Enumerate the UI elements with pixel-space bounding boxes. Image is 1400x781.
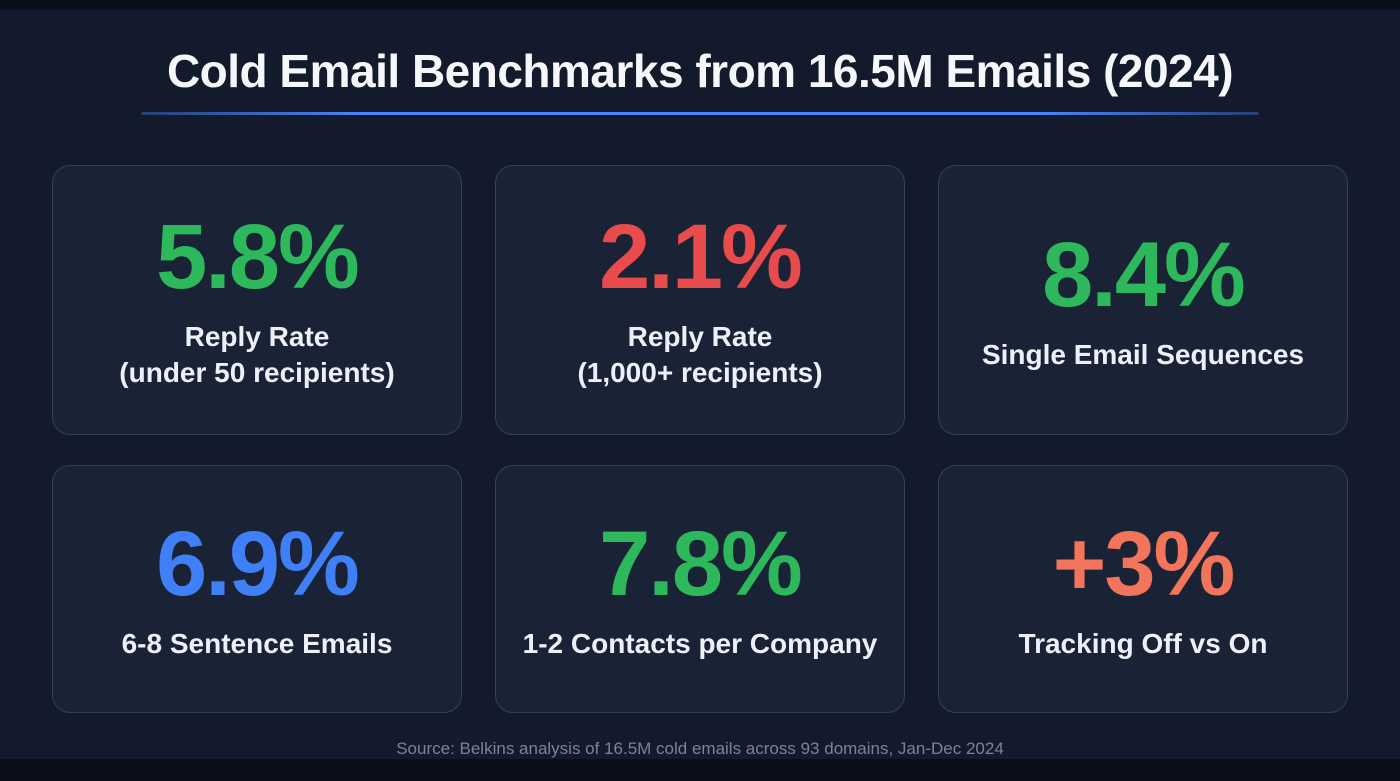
header: Cold Email Benchmarks from 16.5M Emails … xyxy=(0,44,1400,116)
stat-card-contacts-per-company: 7.8% 1-2 Contacts per Company xyxy=(495,465,905,714)
stats-grid: 5.8% Reply Rate (under 50 recipients) 2.… xyxy=(0,165,1400,714)
stat-label: Reply Rate (under 50 recipients) xyxy=(119,319,394,392)
source-note: Source: Belkins analysis of 16.5M cold e… xyxy=(396,739,1004,759)
stat-card-6-8-sentence-emails: 6.9% 6-8 Sentence Emails xyxy=(52,465,462,714)
stat-label: 1-2 Contacts per Company xyxy=(523,626,878,662)
stat-label: Single Email Sequences xyxy=(982,337,1304,373)
top-edge-strip xyxy=(0,0,1400,10)
stat-value: 8.4% xyxy=(1042,223,1246,326)
stat-label-line2: (under 50 recipients) xyxy=(119,357,395,389)
stat-card-reply-rate-1000-plus: 2.1% Reply Rate (1,000+ recipients) xyxy=(495,165,905,436)
stat-label-line1: Single Email Sequences xyxy=(981,339,1305,371)
stat-value: 7.8% xyxy=(599,512,803,615)
bottom-edge-strip xyxy=(0,759,1400,781)
stat-card-tracking-off-vs-on: +3% Tracking Off vs On xyxy=(938,465,1348,714)
title-underline xyxy=(141,112,1259,116)
stat-label-line1: Reply Rate xyxy=(184,321,330,353)
stat-label-line1: 6-8 Sentence Emails xyxy=(121,628,393,660)
stat-card-single-email-sequences: 8.4% Single Email Sequences xyxy=(938,165,1348,436)
stat-value: 6.9% xyxy=(156,512,360,615)
stat-label: Reply Rate (1,000+ recipients) xyxy=(577,319,822,392)
stat-label: 6-8 Sentence Emails xyxy=(122,626,393,662)
stat-label-line1: Reply Rate xyxy=(627,321,773,353)
stat-label-line1: 1-2 Contacts per Company xyxy=(522,628,878,660)
stat-value: 2.1% xyxy=(599,205,803,308)
stat-label-line1: Tracking Off vs On xyxy=(1018,628,1268,660)
stat-value: 5.8% xyxy=(156,205,360,308)
stat-label-line2: (1,000+ recipients) xyxy=(577,357,823,389)
footer: Source: Belkins analysis of 16.5M cold e… xyxy=(0,739,1400,759)
stat-card-reply-rate-under-50: 5.8% Reply Rate (under 50 recipients) xyxy=(52,165,462,436)
page-title: Cold Email Benchmarks from 16.5M Emails … xyxy=(166,45,1234,97)
stat-value: +3% xyxy=(1052,512,1236,615)
stat-label: Tracking Off vs On xyxy=(1019,626,1268,662)
